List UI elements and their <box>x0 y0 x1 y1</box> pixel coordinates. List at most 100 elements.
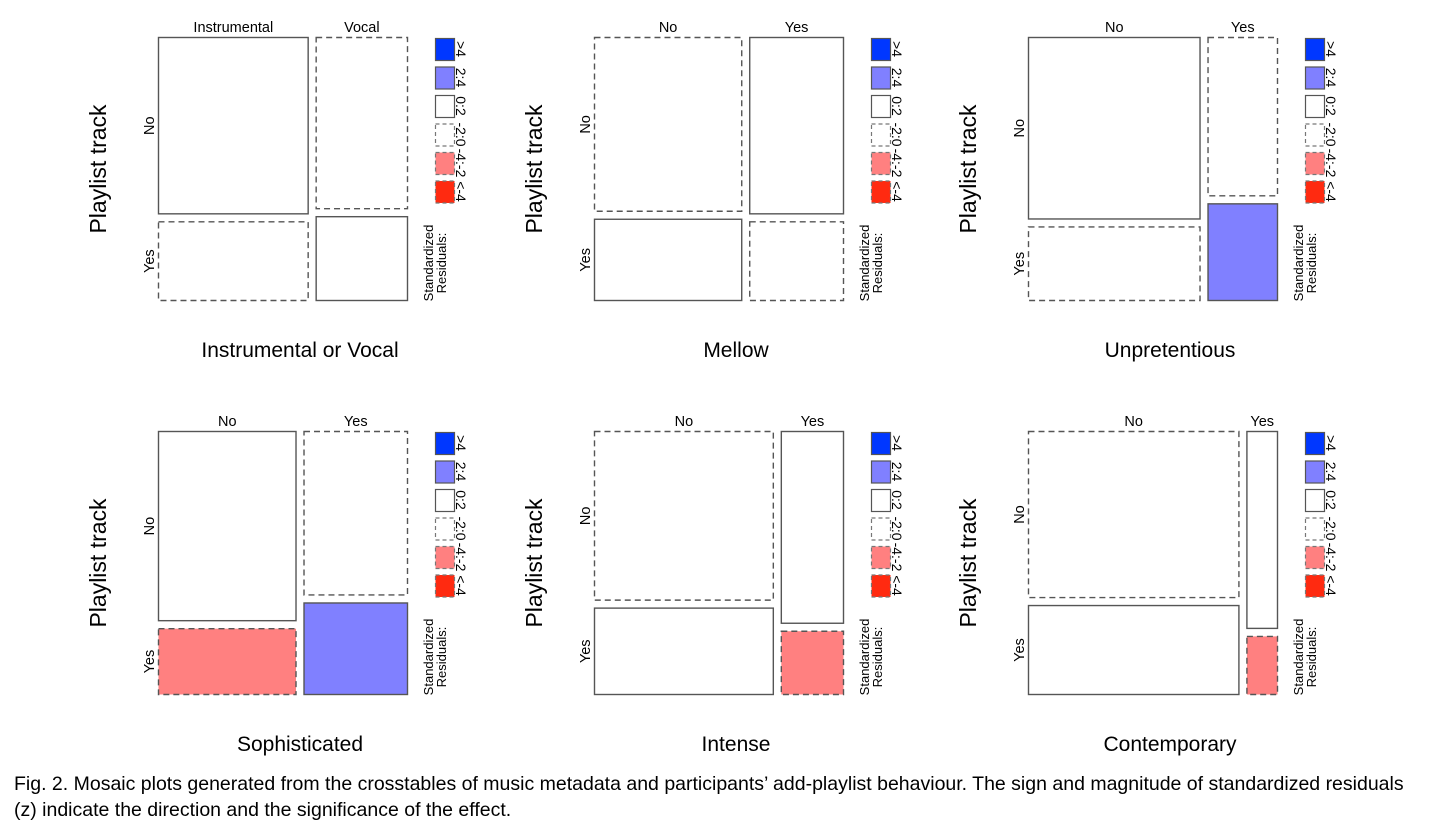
legend-label: <-4 <box>453 181 469 202</box>
row-label: Yes <box>142 650 158 674</box>
legend-swatch <box>870 545 892 570</box>
legend-label: >4 <box>1323 435 1339 451</box>
legend-swatch <box>434 180 456 204</box>
legend-swatch <box>870 151 892 176</box>
legend-label: <-4 <box>1323 575 1339 596</box>
legend-swatch <box>870 94 892 119</box>
legend-label: <-4 <box>1323 181 1339 202</box>
legend-label: 2:4 <box>1323 462 1339 482</box>
legend-label: 0:2 <box>1323 490 1339 510</box>
mosaic-panel-sophisticated: No Yes No Yes Playlist track Sophisticated >4 2… <box>85 414 469 756</box>
column-label: Yes <box>344 414 368 430</box>
residual-legend: >4 2:4 0:2 -2:0 -4:-2 <-4 StandardizedResidual… <box>421 431 469 695</box>
panel-title: Mellow <box>703 339 769 362</box>
residual-legend: >4 2:4 0:2 -2:0 -4:-2 <-4 StandardizedResidual… <box>857 431 905 696</box>
residual-legend: >4 2:4 0:2 -2:0 -4:-2 <-4 StandardizedResidual… <box>1291 37 1339 301</box>
legend-label: 2:4 <box>453 68 469 88</box>
mosaic-cell-yes-no <box>1246 430 1279 630</box>
mosaic-cell-vocal-no <box>315 36 409 210</box>
legend-swatch <box>1304 545 1326 570</box>
residual-legend: >4 2:4 0:2 -2:0 -4:-2 <-4 StandardizedResidual… <box>857 37 905 301</box>
residual-legend: >4 2:4 0:2 -2:0 -4:-2 <-4 StandardizedResidual… <box>421 37 469 301</box>
legend-swatch <box>434 460 456 484</box>
legend-label: 2:4 <box>889 462 905 482</box>
legend-label: >4 <box>889 41 905 57</box>
legend-label: -4:-2 <box>1323 543 1339 572</box>
legend-label: >4 <box>1323 41 1339 57</box>
row-label: Yes <box>578 639 594 663</box>
column-label: Yes <box>1231 20 1255 36</box>
mosaic-panel-intense: No Yes No Yes Playlist track Intense >4 2:4 0:2 -… <box>521 414 905 756</box>
row-label: Yes <box>578 248 594 272</box>
legend-swatch <box>434 545 456 570</box>
legend-swatch <box>1304 66 1326 90</box>
legend-label: <-4 <box>889 181 905 202</box>
legend-label: >4 <box>453 435 469 451</box>
mosaic-cell-no-yes <box>593 607 775 696</box>
legend-title: Residuals: <box>1304 627 1319 688</box>
mosaic-panel-instrumental-or-vocal: Instrumental Vocal No Yes Playlist track Inst… <box>85 20 469 362</box>
column-label: Vocal <box>344 20 379 36</box>
column-label: No <box>218 414 237 430</box>
legend-label: -4:-2 <box>1323 149 1339 178</box>
row-label: Yes <box>1012 252 1028 276</box>
legend-swatch <box>434 517 456 541</box>
legend-title: Residuals: <box>870 233 885 294</box>
legend-label: -2:0 <box>889 122 905 146</box>
legend-swatch <box>870 37 892 62</box>
mosaic-cell-no-yes <box>1027 604 1240 696</box>
y-axis-title: Playlist track <box>955 104 981 234</box>
row-label: No <box>142 517 158 536</box>
y-axis-title: Playlist track <box>955 498 981 628</box>
mosaic-cell-yes-yes <box>1246 635 1279 696</box>
legend-label: 2:4 <box>453 462 469 482</box>
legend-swatch <box>434 123 456 147</box>
figure-caption: Fig. 2. Mosaic plots generated from the … <box>14 773 1404 821</box>
column-label: Yes <box>801 414 825 430</box>
column-label: No <box>1124 414 1143 430</box>
y-axis-title: Playlist track <box>521 104 547 234</box>
mosaic-cell-yes-no <box>749 36 845 215</box>
row-label: No <box>1012 505 1028 524</box>
legend-swatch <box>1304 151 1326 176</box>
legend-label: -4:-2 <box>453 149 469 178</box>
legend-label: 0:2 <box>453 96 469 116</box>
panel-title: Contemporary <box>1103 733 1237 756</box>
panel-title: Instrumental or Vocal <box>201 339 398 362</box>
column-label: Yes <box>785 20 809 36</box>
panel-title: Unpretentious <box>1105 339 1236 362</box>
legend-swatch <box>434 488 456 513</box>
mosaic-cell-yes-no <box>1207 36 1279 197</box>
legend-swatch <box>1304 488 1326 513</box>
legend-title: Standardized <box>1291 619 1306 696</box>
legend-swatch <box>1304 37 1326 62</box>
y-axis-title: Playlist track <box>85 104 111 234</box>
legend-swatch <box>1304 460 1326 484</box>
legend-label: >4 <box>889 435 905 451</box>
legend-swatch <box>434 37 456 62</box>
legend-swatch <box>1304 94 1326 119</box>
mosaic-panel-mellow: No Yes No Yes Playlist track Mellow >4 2:4 0:2 -2… <box>521 20 905 362</box>
legend-title: Standardized <box>857 619 872 696</box>
legend-label: -4:-2 <box>889 543 905 572</box>
mosaic-cell-instrumental-yes <box>157 221 309 302</box>
legend-label: <-4 <box>889 575 905 596</box>
row-label: No <box>142 116 158 135</box>
legend-title: Residuals: <box>870 627 885 688</box>
legend-swatch <box>434 431 456 456</box>
legend-label: -2:0 <box>889 516 905 540</box>
legend-swatch <box>870 66 892 90</box>
column-label: No <box>1105 20 1124 36</box>
column-label: Yes <box>1250 414 1274 430</box>
legend-label: -4:-2 <box>889 149 905 178</box>
mosaic-panel-unpretentious: No Yes No Yes Playlist track Unpretentious >4 2… <box>955 20 1339 362</box>
column-label: No <box>675 414 694 430</box>
legend-label: 2:4 <box>889 68 905 88</box>
mosaic-figure: Instrumental Vocal No Yes Playlist track Inst… <box>85 20 1339 756</box>
mosaic-cell-instrumental-no <box>157 36 309 215</box>
mosaic-panel-contemporary: No Yes No Yes Playlist track Contemporary >4 2:… <box>955 414 1339 756</box>
legend-label: -2:0 <box>453 122 469 146</box>
legend-swatch <box>1304 180 1326 204</box>
legend-swatch <box>434 66 456 90</box>
legend-swatch <box>434 151 456 176</box>
